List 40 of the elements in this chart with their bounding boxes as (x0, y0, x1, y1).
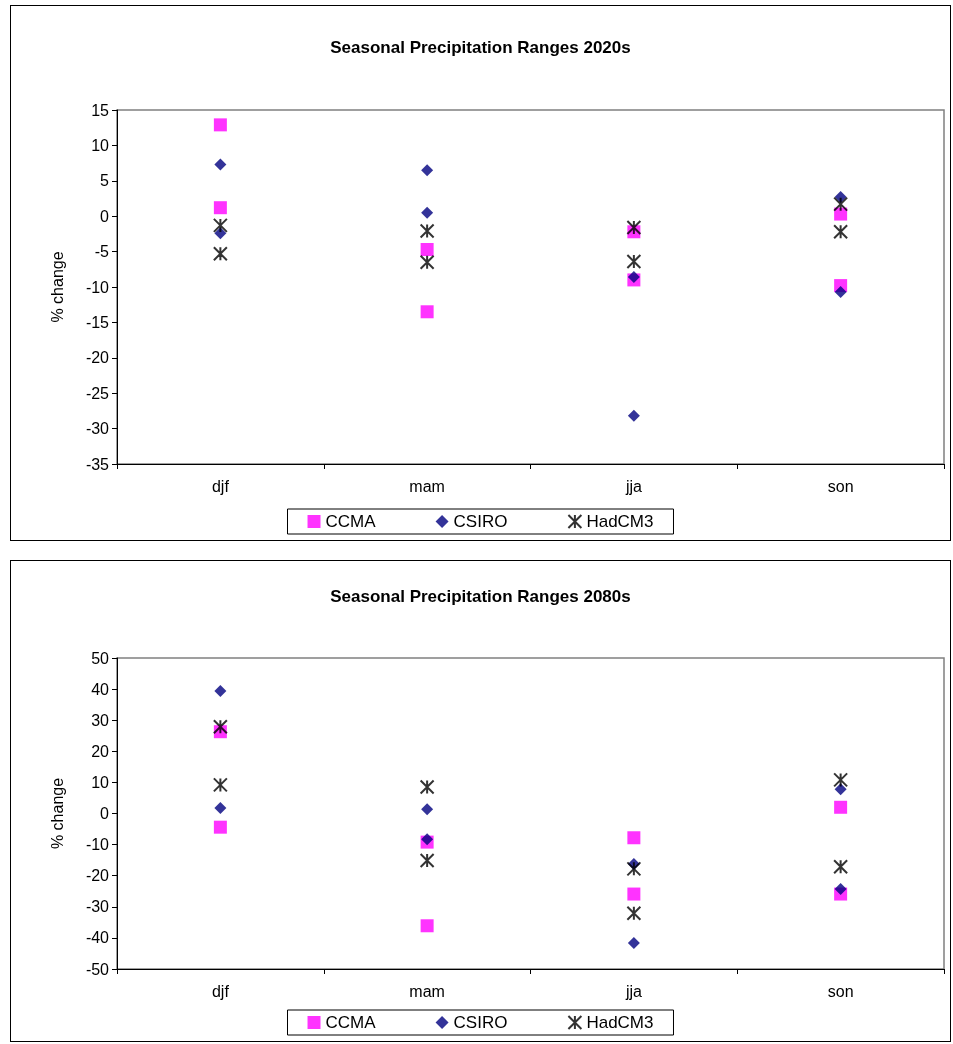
x-tick-label: jja (624, 477, 642, 495)
legend-label: HadCM3 (586, 1013, 654, 1032)
y-tick-label: 50 (91, 649, 110, 667)
legend-label: HadCM3 (586, 512, 654, 531)
x-tick-label: son (827, 477, 854, 495)
y-tick-label: 0 (100, 805, 110, 822)
y-tick-label: -30 (85, 898, 110, 916)
y-tick-label: -40 (85, 929, 110, 947)
y-tick-label: -50 (85, 960, 110, 978)
y-tick-label: 10 (91, 773, 110, 791)
y-tick-label: 15 (91, 101, 110, 119)
legend-label: CCMA (325, 1013, 377, 1032)
legend-label: CSIRO (453, 512, 508, 531)
legend-label: CCMA (325, 512, 377, 531)
y-tick-label: -10 (85, 278, 110, 296)
y-tick-label: -25 (85, 384, 110, 402)
y-tick-label: -35 (85, 455, 110, 473)
chart-title: Seasonal Precipitation Ranges 2020s (330, 38, 631, 57)
y-tick-label: 0 (100, 207, 110, 225)
y-tick-label: 30 (91, 711, 110, 729)
y-tick-label: 10 (91, 136, 110, 154)
y-tick-label: -30 (85, 420, 110, 438)
y-tick-label: -15 (85, 313, 110, 331)
x-tick-label: jja (624, 982, 642, 1000)
y-tick-label: 40 (91, 680, 110, 698)
x-tick-label: son (827, 982, 854, 1000)
legend-label: CSIRO (453, 1013, 508, 1032)
y-tick-label: 5 (100, 172, 110, 190)
y-tick-label: -10 (85, 836, 110, 854)
x-tick-label: djf (211, 982, 230, 1000)
y-axis-title: % change (48, 777, 66, 850)
chart-title: Seasonal Precipitation Ranges 2080s (330, 587, 631, 606)
y-axis-title: % change (48, 251, 66, 323)
x-tick-label: mam (409, 982, 445, 1000)
y-tick-label: -5 (94, 243, 110, 261)
y-tick-label: -20 (85, 349, 110, 367)
y-tick-label: -20 (85, 867, 110, 885)
y-tick-label: 20 (91, 742, 110, 760)
x-tick-label: mam (409, 477, 445, 495)
x-tick-label: djf (211, 477, 230, 495)
